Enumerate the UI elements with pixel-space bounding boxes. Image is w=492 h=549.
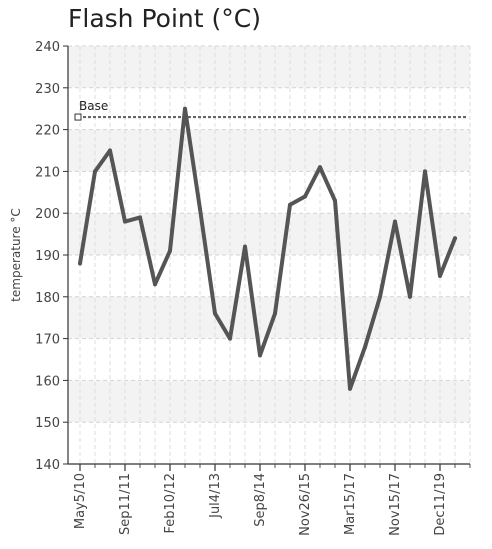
y-tick-label: 160 bbox=[35, 374, 60, 389]
plot-band bbox=[68, 380, 470, 423]
data-point bbox=[453, 236, 457, 241]
data-point bbox=[348, 386, 352, 391]
data-point bbox=[318, 165, 322, 170]
base-reference-label: Base bbox=[79, 99, 108, 113]
data-point bbox=[273, 311, 277, 316]
x-tick-label: Feb10/12 bbox=[163, 473, 178, 533]
data-point bbox=[258, 353, 262, 358]
y-tick-label: 140 bbox=[35, 458, 60, 473]
data-point bbox=[378, 294, 382, 299]
data-point bbox=[243, 244, 247, 249]
data-point bbox=[228, 336, 232, 341]
x-tick-label: Nov26/15 bbox=[298, 473, 313, 536]
data-point bbox=[393, 219, 397, 224]
data-point bbox=[198, 207, 202, 212]
data-point bbox=[288, 202, 292, 207]
x-tick-label: Sep11/11 bbox=[118, 473, 133, 535]
plot-band bbox=[68, 46, 470, 88]
x-axis-ticks: May5/10 Sep11/11 Feb10/12 Jul4/13 Sep8/14 Nov… bbox=[73, 464, 471, 536]
y-tick-label: 210 bbox=[35, 165, 60, 180]
y-axis-ticks: 140 150 160 170 180 190 200 210 220 230 240 bbox=[35, 40, 68, 473]
base-reference: Base bbox=[74, 99, 468, 121]
data-point bbox=[183, 106, 187, 111]
y-tick-label: 190 bbox=[35, 249, 60, 264]
y-tick-label: 200 bbox=[35, 207, 60, 222]
data-point bbox=[303, 194, 307, 199]
base-reference-marker bbox=[74, 113, 82, 121]
data-point bbox=[123, 219, 127, 224]
data-point bbox=[138, 215, 142, 220]
data-point bbox=[423, 169, 427, 174]
y-tick-label: 150 bbox=[35, 416, 60, 431]
data-point bbox=[438, 273, 442, 278]
data-point bbox=[333, 198, 337, 203]
x-tick-label: Dec11/19 bbox=[433, 473, 448, 536]
x-tick-label: Mar15/17 bbox=[343, 473, 358, 535]
x-tick-label: May5/10 bbox=[73, 473, 88, 529]
series-line bbox=[78, 106, 457, 391]
chart-title: Flash Point (°C) bbox=[68, 4, 261, 33]
data-point bbox=[363, 344, 367, 349]
y-axis-label: temperature °C bbox=[9, 208, 23, 302]
x-tick-label: Jul4/13 bbox=[208, 473, 223, 519]
data-point bbox=[153, 282, 157, 287]
data-point bbox=[168, 248, 172, 253]
plot-band bbox=[68, 129, 470, 172]
y-tick-label: 180 bbox=[35, 291, 60, 306]
data-point bbox=[213, 311, 217, 316]
y-tick-label: 220 bbox=[35, 124, 60, 139]
x-tick-label: Sep8/14 bbox=[253, 473, 268, 527]
y-tick-label: 170 bbox=[35, 333, 60, 348]
x-tick-label: Nov15/17 bbox=[388, 473, 403, 536]
series-points bbox=[78, 106, 457, 391]
y-tick-label: 240 bbox=[35, 40, 60, 55]
data-point bbox=[108, 148, 112, 153]
data-point bbox=[408, 294, 412, 299]
y-tick-label: 230 bbox=[35, 82, 60, 97]
plot-bands bbox=[68, 46, 470, 423]
data-point bbox=[93, 169, 97, 174]
data-point bbox=[78, 261, 82, 266]
